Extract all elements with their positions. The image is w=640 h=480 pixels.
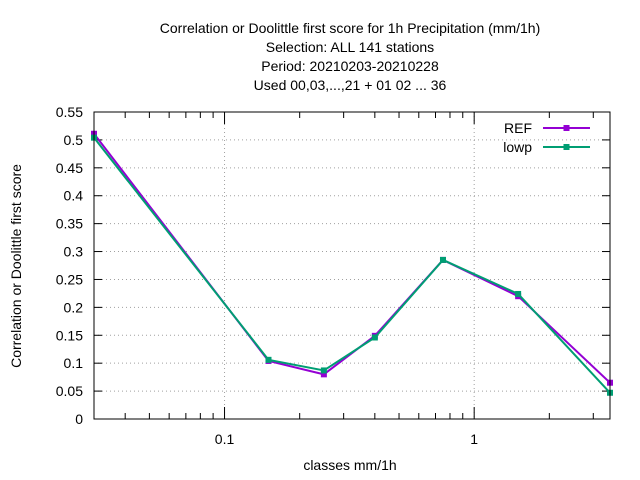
y-tick-label: 0.25 [56, 271, 83, 287]
series-line-ref [93, 133, 611, 384]
data-point-lowp [439, 256, 446, 263]
y-tick-label: 0.45 [56, 160, 83, 176]
data-point-lowp [265, 356, 272, 363]
y-tick-label: 0.5 [64, 132, 84, 148]
chart-title-line-3: Period: 20210203-20210228 [261, 58, 439, 74]
y-tick-label: 0.2 [64, 299, 84, 315]
legend: REF lowp [503, 120, 590, 155]
chart-title-line-4: Used 00,03,...,21 + 01 02 ... 36 [254, 77, 447, 93]
y-tick-label: 0.35 [56, 216, 83, 232]
y-tick-label: 0.3 [64, 244, 84, 260]
data-point-lowp [371, 334, 378, 341]
series-line-lowp [93, 137, 611, 394]
legend-label-lowp: lowp [503, 139, 532, 155]
y-tick-labels: 0 0.05 0.1 0.15 0.2 0.25 0.3 0.35 0.4 0.45 0.5 0.55 [56, 104, 83, 427]
data-point-lowp [515, 290, 522, 297]
chart-title-line-1: Correlation or Doolittle first score for… [160, 20, 540, 36]
legend-marker-ref [563, 125, 570, 131]
chart-title: Correlation or Doolittle first score for… [160, 20, 540, 93]
chart-title-line-2: Selection: ALL 141 stations [266, 39, 434, 55]
y-tick-label: 0.4 [64, 188, 84, 204]
y-tick-label: 0.05 [56, 383, 83, 399]
axis-ticks [94, 111, 610, 420]
x-tick-labels: 0.1 1 [215, 431, 478, 447]
x-tick-label: 0.1 [215, 431, 235, 447]
x-axis-label: classes mm/1h [303, 457, 396, 473]
grid-lines [94, 112, 610, 419]
y-tick-label: 0.55 [56, 104, 83, 120]
plot-frame [93, 111, 611, 420]
y-tick-label: 0 [75, 411, 83, 427]
legend-label-ref: REF [504, 120, 532, 136]
x-tick-label: 1 [470, 431, 478, 447]
y-tick-label: 0.1 [64, 355, 84, 371]
data-point-ref [320, 371, 327, 378]
y-tick-label: 0.15 [56, 327, 83, 343]
legend-marker-lowp [563, 144, 570, 150]
y-axis-label: Correlation or Doolittle first score [8, 164, 24, 368]
data-point-lowp [320, 367, 327, 374]
series-group [91, 130, 613, 396]
